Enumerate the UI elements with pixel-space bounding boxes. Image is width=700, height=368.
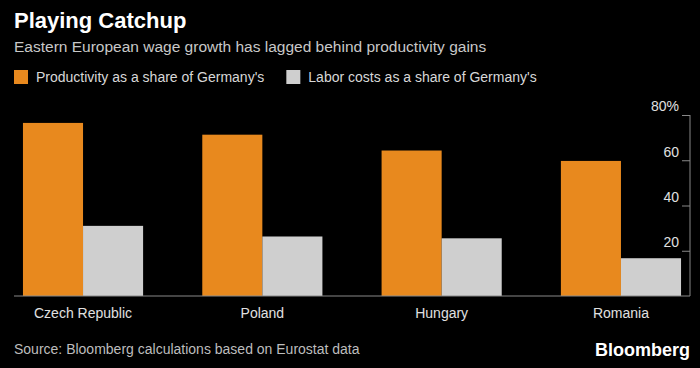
legend-label: Labor costs as a share of Germany's: [308, 69, 536, 85]
x-tick: Czech Republic: [34, 305, 132, 321]
legend: Productivity as a share of Germany's Labo…: [14, 69, 537, 85]
bar: [561, 161, 621, 296]
x-tick-label: Hungary: [415, 305, 468, 321]
legend-swatch: [286, 70, 300, 84]
y-axis: 20 40 60 80%: [651, 98, 690, 296]
y-tick-mark: [682, 206, 690, 207]
source: Source: Bloomberg calculations based on …: [14, 341, 360, 357]
legend-item: Labor costs as a share of Germany's: [286, 69, 536, 85]
legend-label: Productivity as a share of Germany's: [36, 69, 264, 85]
y-tick: 60: [663, 144, 690, 161]
x-tick: Hungary: [415, 305, 468, 321]
x-axis: Czech Republic Poland Hungary Romania: [14, 296, 690, 321]
x-tick-label: Czech Republic: [34, 305, 132, 321]
y-tick-mark: [682, 251, 690, 252]
y-tick-label: 20: [663, 234, 679, 250]
y-tick-label: 40: [663, 189, 679, 205]
x-tick: Poland: [241, 305, 285, 321]
y-tick-mark: [682, 160, 690, 161]
bar: [262, 236, 322, 296]
x-axis-line: [14, 296, 690, 297]
bar: [621, 258, 681, 296]
x-tick: Romania: [593, 305, 649, 321]
bar: [382, 151, 442, 296]
y-tick-mark: [682, 115, 690, 116]
y-tick-label: 80%: [651, 98, 679, 114]
bar: [23, 123, 83, 296]
bars: [23, 123, 681, 296]
subtitle: Eastern European wage growth has lagged …: [14, 38, 486, 55]
title: Playing Catchup: [14, 8, 186, 33]
credit: Bloomberg: [595, 340, 690, 360]
y-tick: 20: [663, 234, 690, 251]
x-tick-label: Romania: [593, 305, 649, 321]
bar: [83, 226, 143, 296]
bar: [202, 135, 262, 296]
y-tick: 40: [663, 189, 690, 206]
legend-swatch: [14, 70, 28, 84]
legend-item: Productivity as a share of Germany's: [14, 69, 264, 85]
x-tick-label: Poland: [241, 305, 285, 321]
y-tick: 80%: [651, 98, 690, 115]
chart: Playing Catchup Eastern European wage gro…: [0, 0, 700, 368]
bar: [442, 238, 502, 296]
y-tick-label: 60: [663, 144, 679, 160]
background: [0, 0, 700, 368]
